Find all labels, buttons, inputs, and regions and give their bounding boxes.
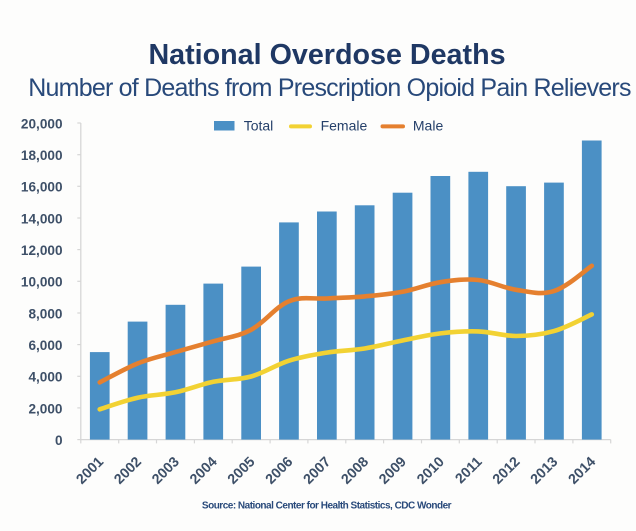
svg-text:20,000: 20,000 xyxy=(21,116,63,131)
svg-text:Male: Male xyxy=(413,118,444,134)
svg-text:8,000: 8,000 xyxy=(28,306,62,321)
svg-text:Number of Deaths from Prescrip: Number of Deaths from Prescription Opioi… xyxy=(28,74,631,102)
svg-text:4,000: 4,000 xyxy=(28,370,62,385)
svg-text:16,000: 16,000 xyxy=(21,180,63,195)
svg-text:Source: National Center for He: Source: National Center for Health Stati… xyxy=(202,501,452,512)
svg-text:2,000: 2,000 xyxy=(28,401,62,416)
svg-text:12,000: 12,000 xyxy=(21,243,63,258)
svg-text:Female: Female xyxy=(321,118,368,134)
svg-text:0: 0 xyxy=(55,433,63,448)
svg-text:Total: Total xyxy=(244,118,274,134)
svg-text:18,000: 18,000 xyxy=(21,148,63,163)
svg-text:10,000: 10,000 xyxy=(21,275,63,290)
svg-text:14,000: 14,000 xyxy=(21,211,63,226)
svg-text:6,000: 6,000 xyxy=(28,338,62,353)
svg-text:National Overdose Deaths: National Overdose Deaths xyxy=(148,39,505,71)
